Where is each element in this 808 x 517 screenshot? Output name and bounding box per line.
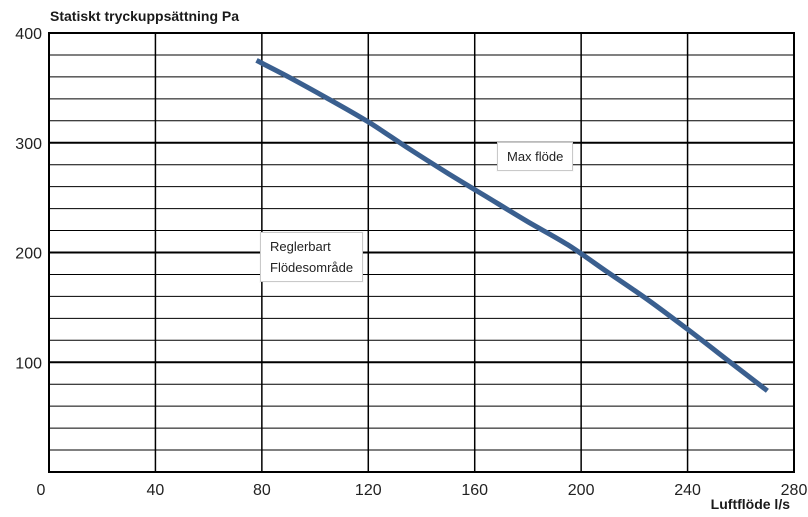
grid-lines bbox=[49, 33, 794, 472]
x-tick-label: 240 bbox=[674, 482, 701, 499]
x-tick-label: 0 bbox=[37, 482, 46, 499]
tick-labels: 0 40 80 120 160 200 240 280 100 200 300 400 bbox=[15, 26, 807, 499]
y-tick-label: 300 bbox=[15, 136, 42, 153]
y-axis-title: Statiskt tryckuppsättning Pa bbox=[50, 8, 240, 24]
x-tick-label: 160 bbox=[461, 482, 488, 499]
annotation-max-flow: Max flöde bbox=[497, 142, 574, 171]
x-tick-label: 40 bbox=[147, 482, 165, 499]
annotation-line: Flödesområde bbox=[270, 260, 354, 275]
y-tick-label: 400 bbox=[15, 26, 42, 43]
y-tick-label: 200 bbox=[15, 246, 42, 263]
x-tick-label: 200 bbox=[568, 482, 595, 499]
x-tick-label: 80 bbox=[253, 482, 271, 499]
x-tick-label: 280 bbox=[781, 482, 808, 499]
x-axis-title: Luftflöde l/s bbox=[710, 496, 790, 512]
annotation-adjustable-range: Reglerbart Flödesområde bbox=[260, 232, 364, 282]
x-tick-label: 120 bbox=[355, 482, 382, 499]
series-line-max-flow-curve bbox=[255, 58, 769, 393]
annotation-line: Reglerbart bbox=[270, 239, 331, 254]
annotation-line: Max flöde bbox=[507, 149, 564, 164]
y-tick-label: 100 bbox=[15, 355, 42, 372]
